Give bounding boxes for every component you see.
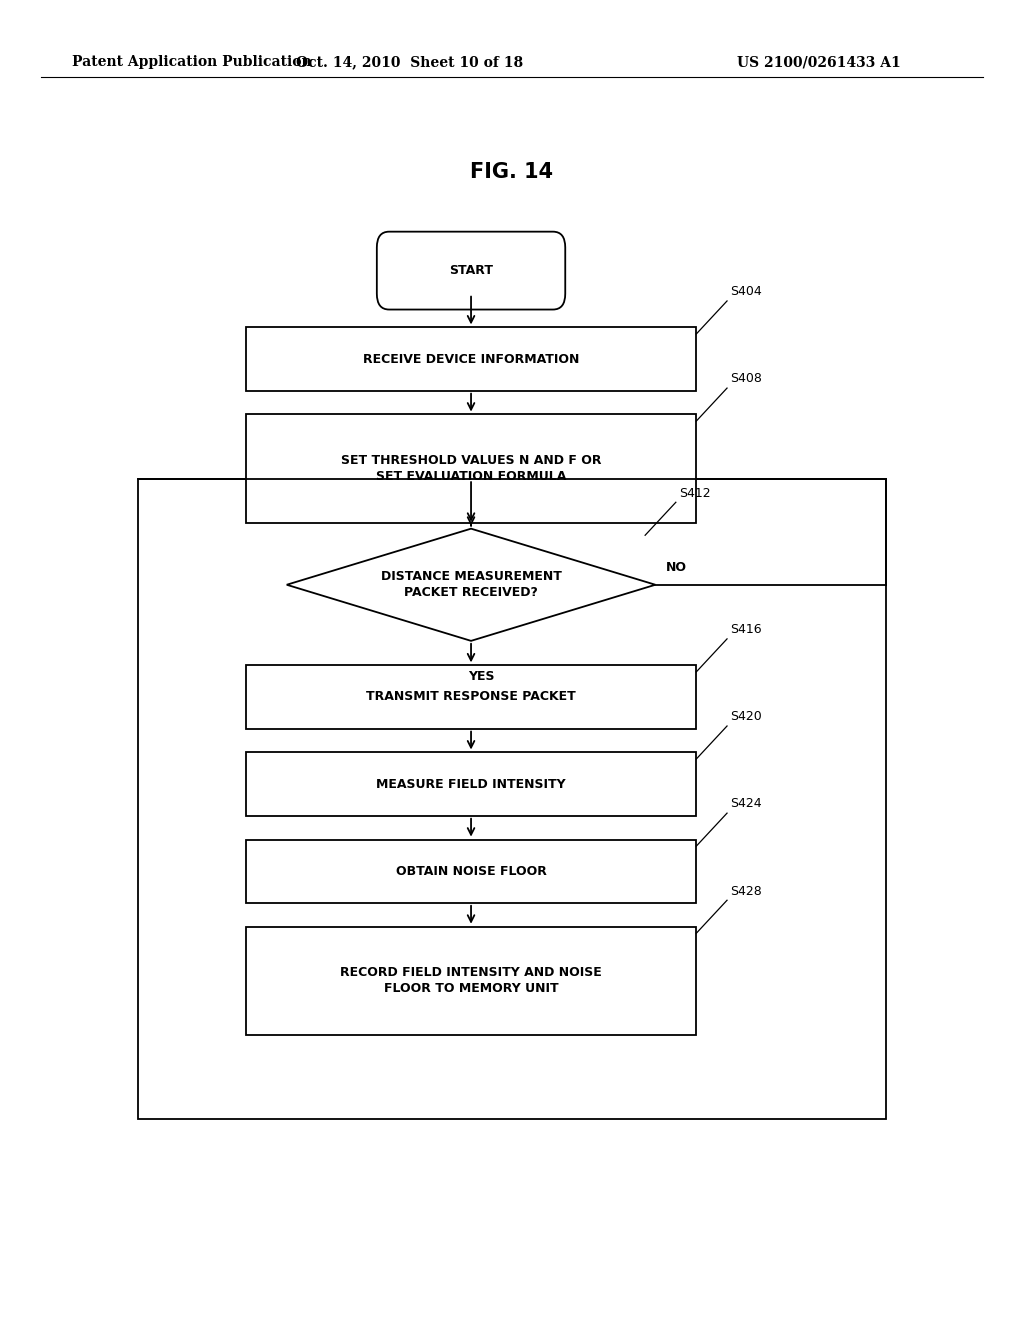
Text: S420: S420: [730, 710, 762, 723]
Polygon shape: [287, 528, 655, 640]
Bar: [246, 927, 696, 1035]
Text: MEASURE FIELD INTENSITY: MEASURE FIELD INTENSITY: [376, 777, 566, 791]
Text: TRANSMIT RESPONSE PACKET: TRANSMIT RESPONSE PACKET: [367, 690, 575, 704]
Text: SET THRESHOLD VALUES N AND F OR
SET EVALUATION FORMULA: SET THRESHOLD VALUES N AND F OR SET EVAL…: [341, 454, 601, 483]
Text: NO: NO: [666, 561, 687, 574]
Text: S408: S408: [730, 372, 762, 385]
FancyBboxPatch shape: [377, 231, 565, 309]
Bar: [246, 327, 696, 391]
Text: Oct. 14, 2010  Sheet 10 of 18: Oct. 14, 2010 Sheet 10 of 18: [296, 55, 523, 69]
Text: RECORD FIELD INTENSITY AND NOISE
FLOOR TO MEMORY UNIT: RECORD FIELD INTENSITY AND NOISE FLOOR T…: [340, 966, 602, 995]
Text: S404: S404: [730, 285, 762, 298]
Text: OBTAIN NOISE FLOOR: OBTAIN NOISE FLOOR: [395, 865, 547, 878]
Bar: [246, 840, 696, 903]
Text: S428: S428: [730, 884, 762, 898]
Bar: [246, 414, 696, 523]
Text: S412: S412: [679, 487, 711, 499]
Bar: [246, 665, 696, 729]
Text: US 2100/0261433 A1: US 2100/0261433 A1: [737, 55, 901, 69]
Text: Patent Application Publication: Patent Application Publication: [72, 55, 311, 69]
Text: FIG. 14: FIG. 14: [470, 161, 554, 182]
Bar: [246, 752, 696, 816]
Text: YES: YES: [468, 671, 495, 682]
Text: RECEIVE DEVICE INFORMATION: RECEIVE DEVICE INFORMATION: [362, 352, 580, 366]
Text: DISTANCE MEASUREMENT
PACKET RECEIVED?: DISTANCE MEASUREMENT PACKET RECEIVED?: [381, 570, 561, 599]
Text: S416: S416: [730, 623, 762, 636]
Bar: [138, 479, 886, 1119]
Text: START: START: [450, 264, 493, 277]
Text: S424: S424: [730, 797, 762, 810]
